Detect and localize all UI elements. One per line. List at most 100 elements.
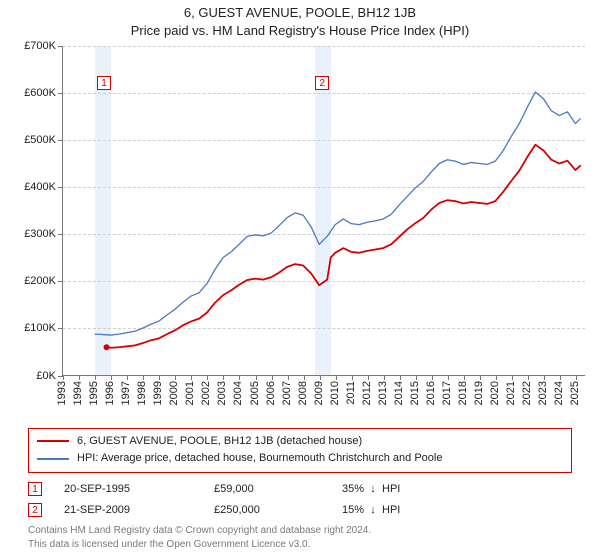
x-tick-label: 1996: [104, 381, 116, 405]
data-row: 120-SEP-1995£59,00035%↓HPI: [28, 479, 572, 500]
x-tick-label: 2018: [457, 381, 469, 405]
x-tick: [223, 375, 224, 380]
x-tick-label: 2021: [505, 381, 517, 405]
x-tick-label: 2013: [377, 381, 389, 405]
x-tick: [320, 375, 321, 380]
y-tick-label: £600K: [24, 87, 56, 99]
x-axis-labels: 1993199419951996199719981999200020012002…: [62, 381, 585, 416]
down-arrow-icon: ↓: [364, 479, 382, 500]
x-tick-label: 2011: [345, 381, 357, 405]
x-tick-label: 2005: [249, 381, 261, 405]
row-marker: 1: [28, 482, 42, 496]
chart-subtitle: Price paid vs. HM Land Registry's House …: [8, 23, 592, 39]
x-tick: [384, 375, 385, 380]
x-tick-label: 1994: [72, 381, 84, 405]
x-tick-label: 1999: [152, 381, 164, 405]
x-tick-label: 2015: [409, 381, 421, 405]
x-tick: [239, 375, 240, 380]
x-tick-label: 2012: [361, 381, 373, 405]
x-tick: [272, 375, 273, 380]
x-tick: [79, 375, 80, 380]
x-tick: [448, 375, 449, 380]
y-tick: [58, 281, 63, 282]
x-tick-label: 2023: [537, 381, 549, 405]
row-date: 20-SEP-1995: [64, 479, 214, 500]
x-tick: [175, 375, 176, 380]
plot-area: 12: [62, 46, 585, 376]
x-tick: [480, 375, 481, 380]
y-tick-label: £300K: [24, 228, 56, 240]
y-tick: [58, 328, 63, 329]
x-tick: [528, 375, 529, 380]
series-line-property: [107, 144, 581, 347]
x-tick-label: 2003: [216, 381, 228, 405]
x-tick-label: 2025: [569, 381, 581, 405]
chart-svg: [63, 46, 585, 375]
x-tick-label: 2020: [489, 381, 501, 405]
y-tick: [58, 234, 63, 235]
x-tick: [111, 375, 112, 380]
x-tick: [400, 375, 401, 380]
legend-row: 6, GUEST AVENUE, POOLE, BH12 1JB (detach…: [37, 433, 563, 451]
x-tick-label: 2002: [200, 381, 212, 405]
x-tick: [336, 375, 337, 380]
x-tick: [576, 375, 577, 380]
row-hpi: HPI: [382, 500, 422, 521]
chart-area: £0K£100K£200K£300K£400K£500K£600K£700K 1…: [8, 46, 592, 416]
down-arrow-icon: ↓: [364, 500, 382, 521]
chart-title: 6, GUEST AVENUE, POOLE, BH12 1JB: [8, 5, 592, 21]
row-marker: 2: [28, 503, 42, 517]
x-tick: [143, 375, 144, 380]
y-tick-label: £100K: [24, 322, 56, 334]
x-tick: [416, 375, 417, 380]
x-tick-label: 2000: [168, 381, 180, 405]
row-hpi: HPI: [382, 479, 422, 500]
x-tick-label: 2017: [441, 381, 453, 405]
series-line-hpi: [95, 92, 580, 335]
legend-label: HPI: Average price, detached house, Bour…: [77, 450, 442, 468]
y-tick: [58, 140, 63, 141]
y-axis-labels: £0K£100K£200K£300K£400K£500K£600K£700K: [8, 46, 60, 376]
legend-swatch: [37, 440, 69, 442]
x-tick-label: 2006: [265, 381, 277, 405]
x-tick: [288, 375, 289, 380]
series-start-dot-property: [104, 344, 110, 350]
x-tick: [95, 375, 96, 380]
y-tick-label: £0K: [36, 370, 56, 382]
y-tick-label: £700K: [24, 40, 56, 52]
y-tick: [58, 93, 63, 94]
x-tick-label: 1995: [88, 381, 100, 405]
x-tick-label: 1997: [120, 381, 132, 405]
legend-label: 6, GUEST AVENUE, POOLE, BH12 1JB (detach…: [77, 433, 362, 451]
row-pct: 15%: [314, 500, 364, 521]
x-tick: [63, 375, 64, 380]
x-tick-label: 2019: [473, 381, 485, 405]
x-tick: [432, 375, 433, 380]
x-tick: [496, 375, 497, 380]
row-date: 21-SEP-2009: [64, 500, 214, 521]
x-tick-label: 1998: [136, 381, 148, 405]
x-tick: [512, 375, 513, 380]
x-tick-label: 2001: [184, 381, 196, 405]
x-tick-label: 1993: [56, 381, 68, 405]
row-price: £250,000: [214, 500, 314, 521]
x-tick: [304, 375, 305, 380]
x-tick: [207, 375, 208, 380]
data-row: 2 21-SEP-2009£250,00015%↓HPI: [28, 500, 572, 521]
footer: Contains HM Land Registry data © Crown c…: [28, 524, 572, 551]
x-tick: [191, 375, 192, 380]
chart-marker-1: 1: [97, 76, 111, 90]
footer-line-1: Contains HM Land Registry data © Crown c…: [28, 524, 572, 538]
data-table: 120-SEP-1995£59,00035%↓HPI221-SEP-2009£2…: [28, 479, 572, 521]
x-tick-label: 2009: [313, 381, 325, 405]
x-tick-label: 2008: [297, 381, 309, 405]
x-tick: [368, 375, 369, 380]
x-tick-label: 2010: [329, 381, 341, 405]
y-tick-label: £200K: [24, 275, 56, 287]
footer-line-2: This data is licensed under the Open Gov…: [28, 538, 572, 552]
x-tick-label: 2024: [553, 381, 565, 405]
x-tick-label: 2007: [281, 381, 293, 405]
legend-swatch: [37, 458, 69, 460]
row-price: £59,000: [214, 479, 314, 500]
legend-row: HPI: Average price, detached house, Bour…: [37, 450, 563, 468]
